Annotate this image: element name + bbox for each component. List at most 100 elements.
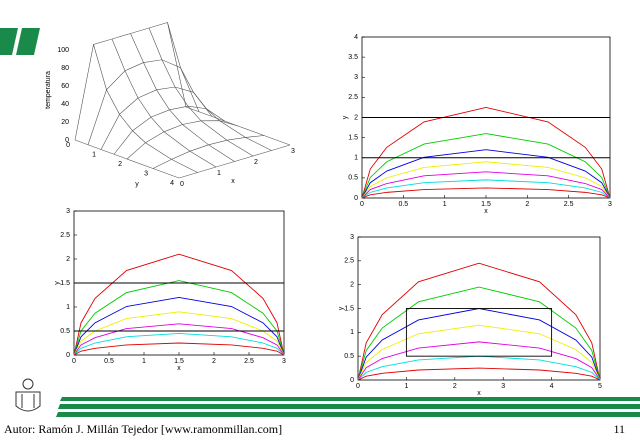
curve [357,286,601,381]
x-tick-label: 0.5 [398,201,408,208]
curve [73,253,285,356]
y-tick-label: 0 [350,377,354,384]
z-tick-label: 40 [61,101,69,108]
x-tick-label: 2 [212,358,216,365]
x-tick-label: 2.5 [564,201,574,208]
curve [361,171,611,199]
x-tick-label: 3 [291,148,295,155]
y-tick-label: 2 [118,161,122,168]
surface-row [100,86,213,150]
y-tick-label: 3.5 [348,54,358,61]
y-axis-label: y [135,181,139,188]
y-tick-label: 1 [92,151,96,158]
x-tick-label: 0 [356,383,360,390]
region-rect [405,308,553,357]
x-tick-label: 1 [217,170,221,177]
y-tick-label: 2 [354,114,358,121]
x-axis-label: x [231,178,235,185]
y-tick-label: 0.5 [60,328,70,335]
y-tick-label: 3 [66,208,70,215]
y-tick-label: 0.5 [348,175,358,182]
y-tick-label: 0 [66,352,70,359]
y-tick-label: 2.5 [344,258,354,265]
x-tick-label: 3 [282,358,286,365]
surface-row [74,22,187,141]
y-tick-label: 1 [354,155,358,162]
curve [73,342,285,356]
surface-row [113,105,226,155]
y-tick-label: 1.5 [60,280,70,287]
x-tick-label: 0 [360,201,364,208]
curve [357,324,601,381]
z-tick-label: 80 [61,65,69,72]
x-axis-label: x [477,390,481,397]
y-axis-label: y [54,281,61,285]
surface-row [87,59,200,145]
surface-column [74,139,180,179]
x-tick-label: 2.5 [244,358,254,365]
y-tick-label: 2.5 [348,94,358,101]
x-axis-label: x [177,365,181,372]
x-axis-label: x [484,208,488,215]
y-tick-label: 0 [66,142,70,149]
x-tick-label: 2 [525,201,529,208]
x-tick-label: 1.5 [481,201,491,208]
x-tick-label: 1 [142,358,146,365]
curve [73,280,285,356]
y-tick-label: 1.5 [348,134,358,141]
x-tick-label: 1.5 [174,358,184,365]
curve [361,149,611,199]
y-tick-label: 2 [350,282,354,289]
x-tick-label: 5 [598,383,602,390]
surface-column [130,33,235,162]
x-tick-label: 2 [453,383,457,390]
x-tick-label: 4 [550,383,554,390]
logo [15,378,41,412]
y-tick-label: 4 [170,180,174,187]
y-tick-label: 2 [66,256,70,263]
x-tick-label: 2 [254,159,258,166]
z-axis-label: temperatura [45,71,52,109]
z-tick-label: 0 [65,137,69,144]
x-tick-label: 1 [443,201,447,208]
footer-stripes [56,397,640,417]
header-decoration [0,28,40,55]
x-tick-label: 0.5 [104,358,114,365]
curve [361,187,611,199]
y-tick-label: 3 [144,170,148,177]
z-tick-label: 60 [61,83,69,90]
x-tick-label: 3 [608,201,612,208]
surface-column [148,27,254,157]
curve [361,161,611,199]
surface-column [93,44,198,173]
curve [73,296,285,356]
surface-column [167,22,272,151]
curve [361,106,611,199]
x-tick-label: 3 [501,383,505,390]
curve [357,262,601,381]
y-tick-label: 1.5 [344,305,354,312]
y-axis-label: y [338,306,345,310]
page-number: 11 [613,422,625,436]
y-tick-label: 1 [350,329,354,336]
y-tick-label: 0 [354,195,358,202]
x-tick-label: 0 [180,181,184,188]
y-tick-label: 3 [350,234,354,241]
curve [357,367,601,381]
y-tick-label: 0.5 [344,353,354,360]
z-tick-label: 20 [61,119,69,126]
curve [73,311,285,356]
z-tick-label: 100 [57,47,69,54]
surface-column [111,38,217,168]
y-axis-label: y [342,115,349,119]
curve [73,332,285,356]
x-tick-label: 0 [72,358,76,365]
y-tick-label: 1 [66,304,70,311]
curve [357,341,601,381]
surface-column [185,106,291,146]
y-tick-label: 2.5 [60,232,70,239]
footer-author: Autor: Ramón J. Millán Tejedor [www.ramo… [4,422,282,436]
y-tick-label: 3 [354,74,358,81]
surface-row [152,135,265,169]
